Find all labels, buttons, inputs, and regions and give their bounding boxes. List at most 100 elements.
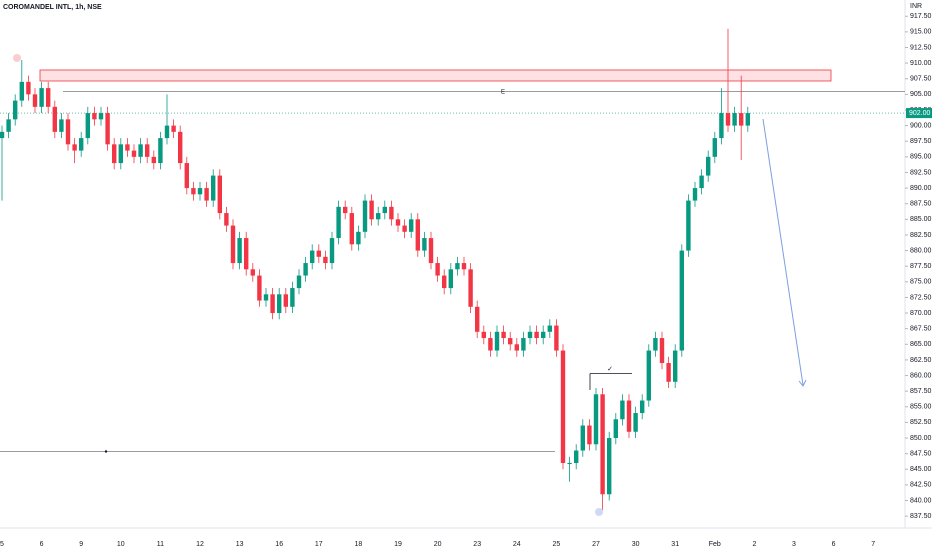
candle-body — [600, 394, 605, 495]
candle-body — [376, 213, 381, 220]
currency-label: INR — [910, 3, 922, 10]
y-tick-label: 842.50 — [910, 482, 932, 489]
candle-body — [673, 350, 678, 382]
chart-title: COROMANDEL INTL, 1h, NSE — [3, 4, 102, 11]
candle-body — [692, 188, 698, 201]
candle-body — [197, 188, 203, 195]
candle-body — [409, 219, 414, 232]
x-tick-label: 9 — [79, 541, 83, 548]
candle-body — [567, 463, 572, 465]
candle-body — [112, 144, 117, 164]
candle-body — [263, 294, 269, 301]
x-tick-label: 18 — [355, 541, 363, 548]
signal-dot — [13, 54, 21, 62]
y-tick-label: 897.50 — [910, 138, 932, 145]
candle-body — [494, 331, 500, 351]
candle-body — [488, 338, 493, 351]
y-tick-label: 907.50 — [910, 76, 932, 83]
candle-body — [52, 106, 57, 132]
candle-body — [422, 238, 427, 251]
x-tick-label: 7 — [871, 541, 875, 548]
candle-body — [547, 325, 552, 332]
y-tick-label: 877.50 — [910, 263, 932, 270]
candle-body — [224, 213, 229, 226]
candle-body — [613, 419, 618, 439]
candle-body — [448, 269, 453, 289]
candle-body — [461, 263, 467, 270]
candle-body — [303, 263, 308, 276]
candle-body — [428, 238, 434, 264]
y-tick-label: 860.00 — [910, 372, 932, 379]
candle-body — [626, 400, 632, 432]
x-tick-label: 3 — [792, 541, 796, 548]
candle-body — [125, 144, 130, 151]
candle-body — [706, 156, 711, 176]
candle-body — [296, 275, 302, 289]
candle-body — [527, 331, 533, 339]
candle-body — [382, 206, 387, 214]
candle-body — [646, 350, 651, 401]
candle-body — [679, 250, 684, 351]
candle-body — [151, 156, 156, 164]
candle-body — [402, 225, 407, 232]
candle-body — [277, 294, 282, 314]
candle-body — [158, 138, 163, 164]
candle-body — [640, 400, 645, 414]
y-tick-label: 837.50 — [910, 513, 932, 520]
y-tick-label: 910.00 — [910, 60, 932, 67]
y-tick-label: 867.50 — [910, 326, 932, 333]
y-tick-label: 870.00 — [910, 310, 932, 317]
candle-body — [587, 425, 592, 445]
candle-body — [435, 263, 440, 276]
candle-body — [653, 338, 658, 351]
x-tick-label: 12 — [196, 541, 204, 548]
annotation: ✓ — [607, 366, 613, 373]
candle-body — [0, 131, 5, 139]
candle-body — [481, 331, 486, 339]
y-tick-label: 872.50 — [910, 294, 932, 301]
candle-body — [72, 144, 77, 151]
y-tick-label: 882.50 — [910, 232, 932, 239]
candle-body — [145, 144, 150, 157]
candle-body — [211, 175, 216, 201]
candle-body — [257, 275, 262, 301]
candle-body — [85, 113, 90, 139]
candle-body — [310, 250, 315, 264]
x-tick-label: 17 — [315, 541, 323, 548]
y-tick-label: 865.00 — [910, 341, 932, 348]
candle-body — [521, 338, 526, 351]
candle-body — [26, 81, 31, 95]
y-tick-label: 915.00 — [910, 29, 932, 36]
annotation: E — [501, 90, 505, 96]
last-price-tag — [906, 108, 932, 119]
candle-body — [98, 113, 104, 120]
candle-body — [283, 294, 288, 307]
candle-body — [389, 206, 394, 220]
candle-body — [343, 206, 348, 214]
candle-body — [230, 225, 236, 264]
candle-body — [164, 125, 170, 139]
candle-body — [39, 88, 44, 107]
candle-body — [237, 238, 242, 264]
y-tick-label: 895.00 — [910, 154, 932, 161]
candle-body — [138, 144, 143, 157]
x-tick-label: 10 — [117, 541, 125, 548]
candle-body — [184, 163, 189, 189]
candle-body — [336, 206, 341, 239]
candle-body — [395, 219, 401, 226]
candle-body — [468, 269, 473, 307]
candle-body — [574, 450, 579, 464]
x-tick-label: 5 — [0, 541, 4, 548]
candle-body — [349, 213, 354, 245]
x-tick-label: 19 — [394, 541, 402, 548]
candle-body — [455, 263, 460, 270]
arrow-head — [798, 379, 807, 387]
candle-body — [217, 175, 222, 214]
y-tick-label: 840.00 — [910, 497, 932, 504]
candle-body — [560, 350, 566, 464]
candle-body — [666, 363, 671, 382]
y-tick-label: 892.50 — [910, 169, 932, 176]
y-tick-label: 885.00 — [910, 216, 932, 223]
candle-body — [369, 200, 374, 220]
